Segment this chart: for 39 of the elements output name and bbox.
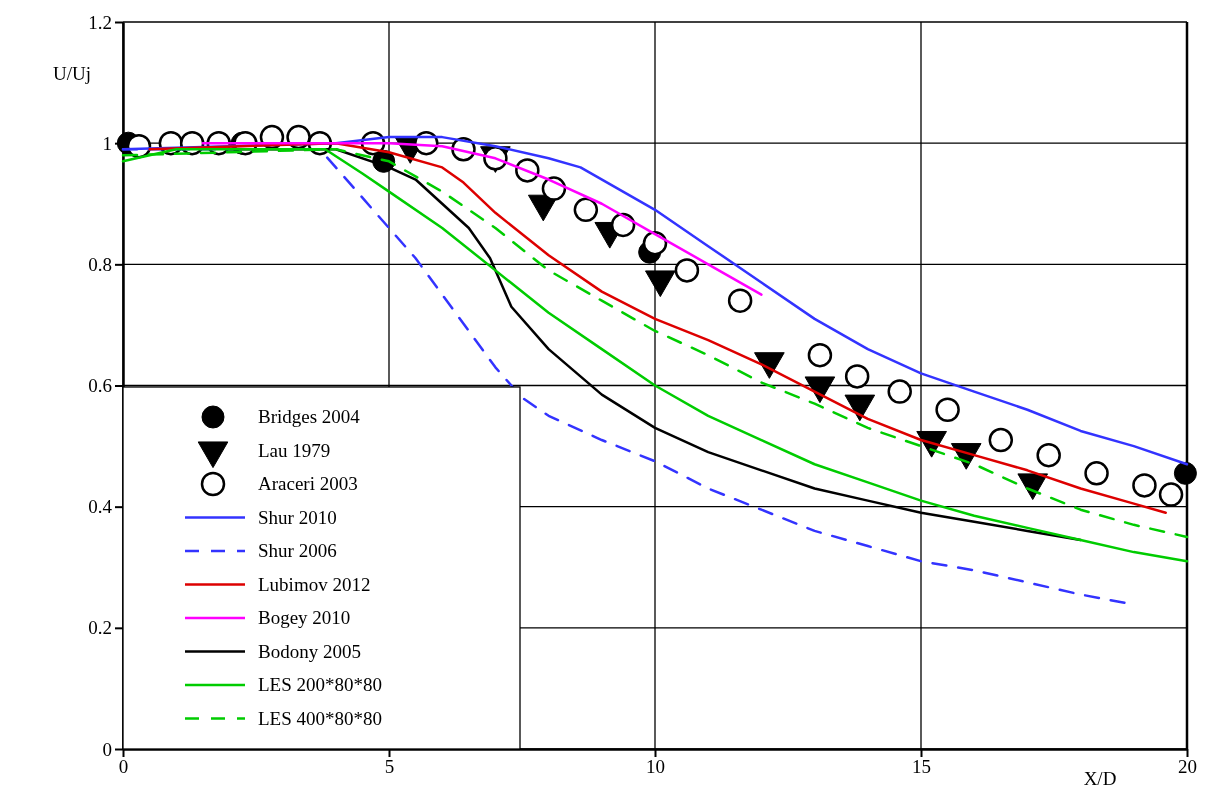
x-tick-label: 5 [384,756,395,778]
point [988,427,1014,453]
y-tick-label: 0 [102,738,112,760]
legend-label: LES 400*80*80 [258,707,383,729]
point [1173,461,1197,485]
legend-label: LES 200*80*80 [258,674,383,695]
point [807,342,833,368]
point [887,379,912,404]
point [1036,442,1061,468]
x-axis-title: X/D [1083,768,1117,789]
y-tick-label: 1 [102,132,112,154]
point [727,288,753,313]
point [844,364,870,389]
legend-label: Shur 2010 [258,506,337,528]
y-tick-label: 0.2 [88,617,112,639]
y-axis-title: U/Uj [53,63,91,84]
y-tick-label: 0.4 [88,496,113,518]
x-tick-label: 10 [646,756,665,778]
legend-label: Lubimov 2012 [258,573,371,595]
point [1158,482,1184,507]
y-tick-label: 0.8 [88,253,112,275]
point [935,397,960,422]
point [1084,461,1109,486]
point [573,197,599,223]
x-tick-label: 20 [1178,756,1197,778]
y-tick-label: 0.6 [88,375,112,397]
legend-label: Bodony 2005 [258,640,361,662]
x-tick-label: 15 [912,756,931,778]
legend-label: Shur 2006 [258,540,337,561]
legend-label: Araceri 2003 [258,473,358,494]
y-tick-label: 1.2 [88,11,112,33]
point [674,258,700,283]
point [642,230,668,256]
x-tick-label: 0 [118,756,129,778]
legend-label: Bogey 2010 [258,607,351,628]
legend-label: Lau 1979 [258,439,331,461]
point [610,212,636,238]
point [1132,473,1157,498]
legend-label: Bridges 2004 [258,406,361,427]
